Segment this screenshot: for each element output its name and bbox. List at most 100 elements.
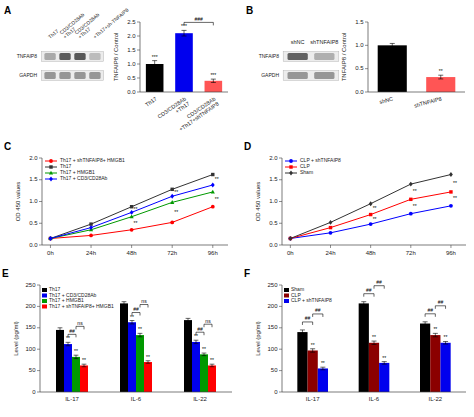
- error-bar: [58, 328, 63, 332]
- blot-band: [74, 72, 85, 79]
- y-tick: [39, 201, 42, 202]
- x-tick-label: shTNFAIP8: [413, 96, 442, 109]
- plot-marks: [146, 30, 222, 92]
- bracket: [196, 332, 204, 335]
- x-tick-label: 96h: [208, 250, 218, 256]
- y-tick-label: 1.5: [355, 19, 364, 25]
- significance-label: **: [453, 195, 457, 201]
- y-tick-label: 1.0: [269, 198, 278, 204]
- error-bar: [300, 330, 305, 334]
- y-tick: [137, 92, 140, 93]
- point: [449, 204, 453, 208]
- x-tick: [172, 245, 173, 248]
- series-line: [290, 175, 451, 239]
- y-tick: [37, 306, 40, 307]
- bracket: [302, 322, 312, 325]
- bar: [64, 344, 72, 392]
- blot-band: [89, 72, 100, 79]
- point: [130, 228, 134, 232]
- bar: [440, 343, 450, 392]
- significance-label: **: [311, 342, 315, 348]
- error-bar: [210, 364, 215, 367]
- panel-letter: C: [4, 141, 11, 152]
- significance-label: **: [372, 334, 376, 340]
- blot-band: [288, 72, 308, 79]
- legend-swatch: [42, 299, 47, 303]
- blot-row-label: GAPDH: [19, 72, 37, 78]
- y-axis: [40, 285, 41, 392]
- x-tick-label: IL-17: [65, 396, 79, 402]
- x-tick-label: IL-17: [306, 396, 320, 402]
- error-bar: [372, 341, 377, 344]
- x-tick-label: CD3/CD28Ab+Th17: [156, 96, 190, 125]
- series-line: [50, 185, 212, 239]
- blot-band: [314, 53, 334, 60]
- significance-label: ##: [315, 307, 321, 313]
- y-tick-label: 1.0: [355, 42, 364, 48]
- x-tick-label: IL-6: [131, 396, 142, 402]
- y-tick-label: 1.0: [29, 198, 38, 204]
- x-axis: [282, 392, 466, 393]
- point: [170, 200, 174, 204]
- legend-marker: [289, 165, 292, 168]
- panel-letter: F: [244, 268, 250, 279]
- bar-panel: 050100150200250Level (pg/ml)IL-17IL-6IL-…: [244, 268, 466, 402]
- panel-letter: A: [4, 5, 11, 16]
- blot-strip: [41, 71, 103, 81]
- point: [89, 234, 93, 238]
- y-tick-label: 0.5: [29, 220, 38, 226]
- panel-letter: B: [246, 5, 253, 16]
- figure: TNFAIP8GAPDHTh17CD3/CD28Ab+Th17CD3/CD28A…: [0, 0, 474, 417]
- y-tick: [39, 223, 42, 224]
- significance-label: ##: [69, 328, 75, 334]
- x-tick-label: 48h: [366, 250, 376, 256]
- significance-label: **: [321, 360, 325, 366]
- y-tick: [137, 50, 140, 51]
- error-bar: [443, 341, 448, 344]
- bracket: [76, 326, 84, 329]
- x-tick: [91, 245, 92, 248]
- error-bar: [211, 79, 216, 82]
- y-tick-label: 1.5: [29, 176, 38, 182]
- y-tick-label: 1.5: [269, 176, 278, 182]
- y-tick: [137, 36, 140, 37]
- bar: [420, 324, 430, 392]
- error-bar: [182, 30, 187, 36]
- error-bar: [66, 342, 71, 345]
- x-tick-label: Th17: [144, 96, 158, 108]
- significance-label: **: [202, 346, 206, 352]
- y-tick-label: 0.0: [355, 89, 364, 95]
- significance-label: **: [134, 206, 138, 212]
- significance-label: ##: [133, 306, 139, 312]
- y-axis: [282, 285, 283, 392]
- y-tick: [365, 22, 368, 23]
- legend-marker: [289, 171, 293, 176]
- legend-marker: [49, 171, 53, 175]
- y-tick-label: 100: [25, 346, 36, 352]
- bar-panel: 0.00.51.01.52.02.5TNFAIP8 / ControlTh17C…: [113, 16, 228, 133]
- error-bar: [186, 318, 191, 321]
- bar: [308, 350, 318, 392]
- point: [89, 225, 93, 230]
- x-axis: [282, 245, 466, 246]
- point: [48, 236, 52, 240]
- bar: [80, 365, 88, 392]
- error-bar: [194, 340, 199, 343]
- error-bar: [82, 364, 87, 367]
- y-tick: [137, 78, 140, 79]
- point: [49, 237, 52, 240]
- blot-band: [59, 72, 70, 79]
- y-tick-label: 50: [271, 367, 278, 373]
- y-tick: [279, 179, 282, 180]
- significance-label: ##: [438, 299, 444, 305]
- bracket: [68, 334, 76, 337]
- error-bar: [152, 61, 157, 68]
- significance-label: **: [74, 348, 78, 354]
- legend-swatch: [284, 288, 289, 292]
- y-tick-label: 250: [267, 282, 278, 288]
- bar: [318, 368, 328, 392]
- point: [449, 190, 452, 193]
- bar: [146, 64, 164, 92]
- y-tick-label: 0: [32, 389, 36, 395]
- y-tick: [37, 327, 40, 328]
